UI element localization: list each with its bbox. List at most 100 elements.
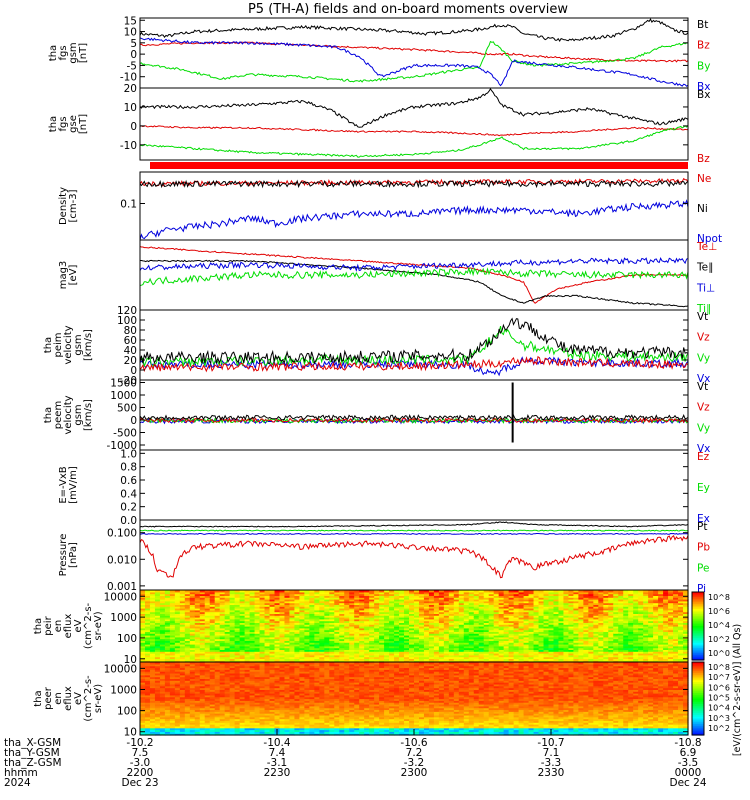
heatmap-cell	[608, 608, 614, 611]
heatmap-cell	[633, 653, 639, 656]
heatmap-cell	[194, 644, 201, 647]
heatmap-cell	[144, 685, 151, 689]
heatmap-cell	[164, 604, 171, 607]
heatmap-cell	[369, 608, 375, 611]
heatmap-cell	[483, 624, 490, 627]
heatmap-cell	[154, 683, 161, 687]
heatmap-cell	[563, 629, 570, 632]
heatmap-cell	[648, 633, 654, 636]
heatmap-cell	[174, 711, 181, 714]
heatmap-cell	[443, 611, 450, 614]
heatmap-cell	[144, 624, 151, 627]
heatmap-cell	[140, 602, 146, 605]
heatmap-cell	[159, 727, 166, 731]
heatmap-cell	[633, 600, 639, 604]
heatmap-cell	[389, 636, 395, 640]
heatmap-cell	[433, 649, 440, 652]
heatmap-cell	[468, 649, 475, 652]
legend-label: Vx	[697, 373, 710, 385]
heatmap-cell	[643, 593, 649, 596]
heatmap-cell	[244, 620, 251, 623]
heatmap-cell	[369, 595, 375, 598]
heatmap-cell	[528, 645, 535, 649]
heatmap-cell	[279, 644, 286, 647]
heatmap-cell	[553, 653, 560, 656]
heatmap-cell	[653, 653, 659, 656]
heatmap-cell	[389, 647, 395, 650]
heatmap-cell	[159, 629, 166, 632]
heatmap-cell	[144, 656, 151, 659]
heatmap-cell	[523, 593, 530, 596]
heatmap-cell	[140, 722, 146, 725]
heatmap-cell	[229, 629, 236, 632]
heatmap-cell	[404, 613, 410, 616]
heatmap-cell	[379, 660, 385, 663]
heatmap-cell	[304, 615, 310, 618]
heatmap-cell	[144, 663, 151, 667]
heatmap-cell	[633, 615, 639, 618]
heatmap-cell	[443, 629, 450, 632]
heatmap-cell	[299, 618, 305, 622]
heatmap-cell	[234, 629, 241, 632]
heatmap-cell	[174, 604, 181, 607]
heatmap-cell	[508, 618, 515, 622]
heatmap-cell	[628, 595, 634, 598]
heatmap-cell	[159, 671, 166, 674]
heatmap-cell	[284, 609, 291, 613]
heatmap-cell	[294, 608, 301, 611]
heatmap-cell	[608, 640, 614, 643]
heatmap-cell	[404, 604, 410, 607]
heatmap-cell	[224, 647, 231, 650]
heatmap-cell	[149, 733, 156, 736]
heatmap-cell	[244, 595, 251, 598]
heatmap-cell	[603, 602, 609, 605]
heatmap-cell	[418, 640, 425, 643]
heatmap-cell	[299, 651, 305, 654]
heatmap-cell	[189, 640, 196, 643]
heatmap-cell	[598, 633, 604, 636]
heatmap-cell	[648, 651, 654, 654]
heatmap-cell	[224, 660, 231, 663]
heatmap-cell	[414, 656, 420, 659]
heatmap-cell	[663, 640, 669, 643]
heatmap-cell	[179, 627, 186, 631]
heatmap-cell	[493, 613, 500, 616]
series-line-Vz	[139, 417, 689, 424]
heatmap-cell	[678, 615, 684, 618]
heatmap-cell	[578, 645, 584, 649]
heatmap-cell	[663, 606, 669, 609]
heatmap-cell	[324, 627, 330, 631]
heatmap-cell	[638, 654, 644, 658]
heatmap-cell	[453, 600, 460, 604]
heatmap-cell	[543, 638, 550, 641]
heatmap-cell	[164, 635, 171, 638]
heatmap-cell	[658, 615, 664, 618]
heatmap-cell	[598, 617, 604, 620]
heatmap-cell	[144, 640, 151, 643]
heatmap-cell	[468, 609, 475, 613]
heatmap-cell	[269, 597, 276, 600]
heatmap-cell	[463, 615, 470, 618]
heatmap-cell	[149, 691, 156, 694]
heatmap-cell	[144, 618, 151, 622]
heatmap-cell	[638, 617, 644, 620]
heatmap-cell	[643, 602, 649, 605]
heatmap-cell	[423, 658, 430, 661]
heatmap-cell	[164, 629, 171, 632]
heatmap-cell	[643, 624, 649, 627]
heatmap-cell	[184, 635, 191, 638]
heatmap-cell	[563, 615, 570, 618]
heatmap-cell	[628, 629, 634, 632]
heatmap-cell	[274, 618, 281, 622]
heatmap-cell	[414, 597, 420, 600]
heatmap-cell	[678, 591, 684, 595]
heatmap-cell	[314, 620, 320, 623]
heatmap-cell	[384, 590, 390, 593]
heatmap-cell	[179, 702, 186, 705]
heatmap-cell	[264, 617, 271, 620]
heatmap-cell	[194, 624, 201, 627]
heatmap-cell	[414, 599, 420, 602]
heatmap-cell	[169, 733, 176, 736]
heatmap-cell	[608, 645, 614, 649]
heatmap-cell	[199, 640, 206, 643]
